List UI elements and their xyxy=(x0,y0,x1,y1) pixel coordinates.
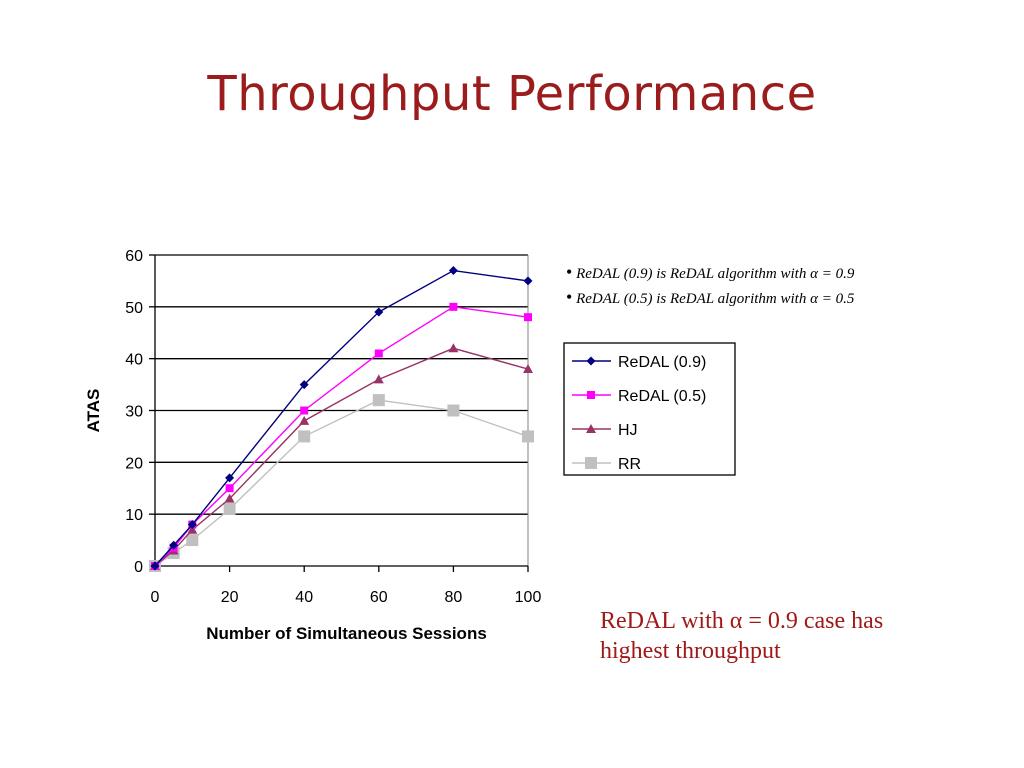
series-rr xyxy=(149,394,534,572)
x-tick-label: 40 xyxy=(295,589,313,606)
data-point xyxy=(374,349,383,358)
slide-title: Throughput Performance xyxy=(207,66,817,122)
chart-legend: ReDAL (0.9) ReDAL (0.5) HJ RR xyxy=(563,342,736,476)
legend-item: ReDAL (0.9) xyxy=(572,354,706,371)
grid-lines xyxy=(155,254,528,515)
legend-label: ReDAL (0.9) xyxy=(618,354,706,371)
note-text: ReDAL (0.5) is ReDAL algorithm with α = … xyxy=(576,291,855,307)
legend-box xyxy=(563,342,736,476)
legend-item: HJ xyxy=(572,422,638,439)
series-lines xyxy=(149,266,534,572)
data-point xyxy=(372,394,385,407)
y-tick-label: 60 xyxy=(125,248,143,265)
data-point xyxy=(224,493,235,503)
data-point xyxy=(169,540,179,550)
series-redal-0-9 xyxy=(150,266,533,571)
conclusion-line-2: highest throughput xyxy=(600,638,781,664)
data-point xyxy=(522,430,534,443)
data-point xyxy=(586,356,596,366)
data-point xyxy=(298,430,311,443)
data-point xyxy=(585,457,597,469)
bullet-glyph: • xyxy=(566,262,573,282)
y-tick-label: 10 xyxy=(125,507,143,524)
series-line xyxy=(154,306,529,567)
legend-item: ReDAL (0.5) xyxy=(572,388,706,405)
data-point xyxy=(449,302,458,311)
x-tick-label: 100 xyxy=(515,589,542,606)
note-redal-09: • ReDAL (0.9) is ReDAL algorithm with α … xyxy=(566,262,854,283)
y-tick-label: 50 xyxy=(125,300,143,317)
data-point xyxy=(373,374,384,384)
x-tick-label: 0 xyxy=(151,589,160,606)
legend-label: HJ xyxy=(618,422,638,439)
legend-label: RR xyxy=(618,456,641,473)
note-text: ReDAL (0.9) is ReDAL algorithm with α = … xyxy=(576,266,855,282)
data-point xyxy=(186,534,199,547)
series-line xyxy=(154,399,529,567)
series-line xyxy=(154,347,529,567)
x-axis-title: Number of Simultaneous Sessions xyxy=(206,624,487,643)
data-point xyxy=(448,343,459,353)
data-point xyxy=(447,404,460,417)
data-point xyxy=(374,307,384,317)
series-hj xyxy=(150,343,533,570)
data-point xyxy=(523,276,533,286)
legend-label: ReDAL (0.5) xyxy=(618,388,706,405)
data-point xyxy=(225,473,235,483)
y-tick-label: 20 xyxy=(125,455,143,472)
y-tick-label: 30 xyxy=(125,404,143,421)
data-point xyxy=(150,561,160,571)
x-tick-label: 80 xyxy=(445,589,463,606)
x-tick-label: 60 xyxy=(370,589,388,606)
data-point xyxy=(299,415,310,425)
data-point xyxy=(225,484,234,493)
y-tick-label: 40 xyxy=(125,352,143,369)
conclusion-text: ReDAL with α = 0.9 case has highest thro… xyxy=(600,606,1000,666)
tick-labels: 0 10 20 30 40 50 60 0 20 40 60 80 100 xyxy=(125,248,541,606)
note-redal-05: • ReDAL (0.5) is ReDAL algorithm with α … xyxy=(566,287,854,308)
data-point xyxy=(523,364,533,374)
bullet-glyph: • xyxy=(566,287,573,307)
series-redal-0-5 xyxy=(151,302,532,570)
data-point xyxy=(587,391,595,399)
data-point xyxy=(223,502,236,515)
data-point xyxy=(300,406,309,415)
legend-item: RR xyxy=(572,456,641,473)
x-tick-label: 20 xyxy=(221,589,239,606)
data-point xyxy=(187,520,197,530)
y-tick-label: 0 xyxy=(134,559,143,576)
data-point xyxy=(586,424,596,433)
axes xyxy=(149,254,529,572)
data-point xyxy=(524,313,532,322)
data-point xyxy=(448,266,458,276)
series-line xyxy=(154,269,529,567)
conclusion-line-1: ReDAL with α = 0.9 case has xyxy=(600,608,884,634)
y-axis-title: ATAS xyxy=(84,389,103,433)
data-point xyxy=(187,524,198,534)
data-point xyxy=(299,380,309,390)
